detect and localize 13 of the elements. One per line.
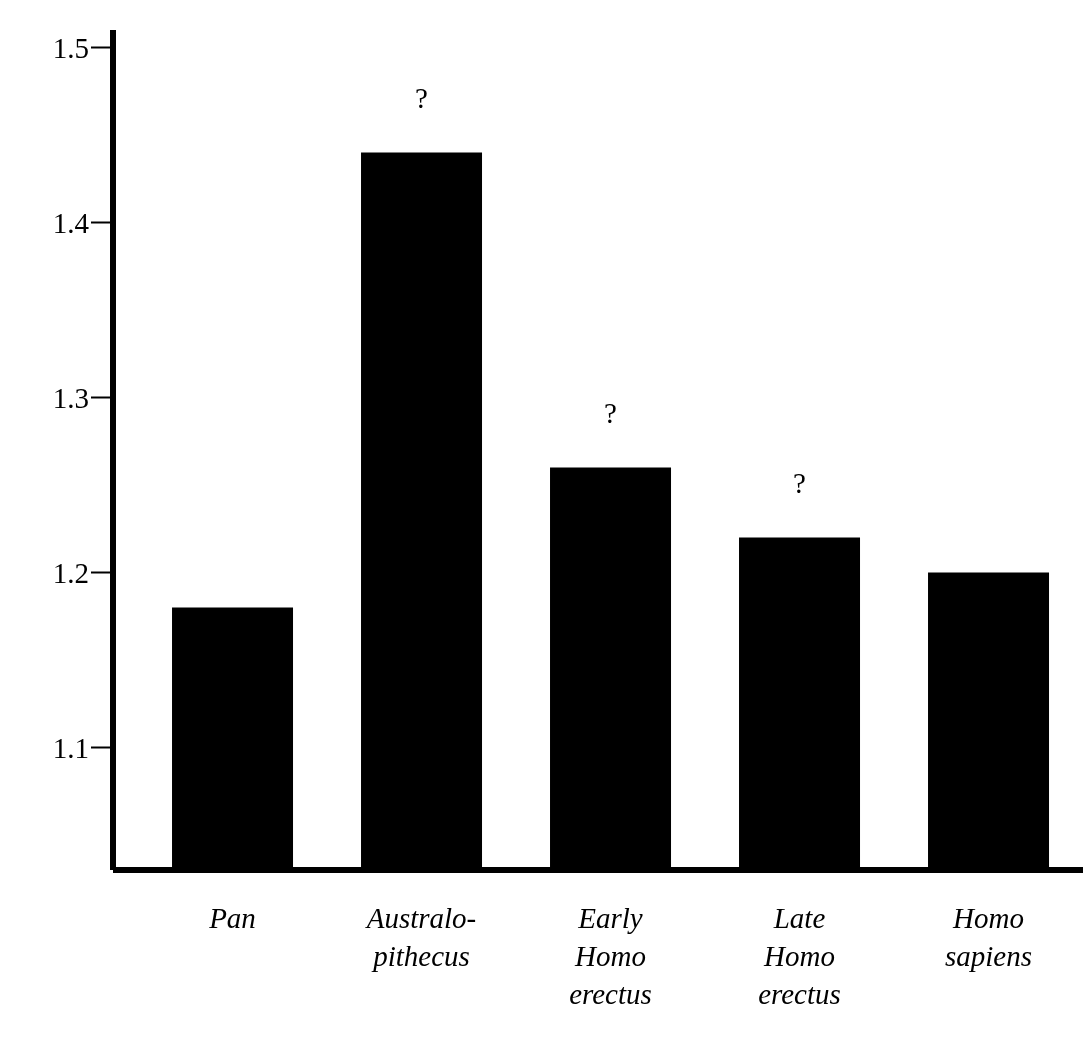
x-tick-label: Australo-pithecus — [364, 902, 477, 972]
annotation: ? — [415, 81, 428, 114]
x-tick-label: Homo sapiens — [945, 902, 1032, 972]
y-tick-label: 1.5 — [52, 31, 89, 64]
x-tick-label: Late Homo erectus — [758, 902, 841, 1010]
x-tick-label: Early Homo erectus — [569, 902, 652, 1010]
annotation: ? — [604, 396, 617, 429]
y-tick-label: 1.3 — [52, 381, 89, 414]
y-tick-label: 1.4 — [52, 206, 90, 239]
annotation: ? — [793, 466, 806, 499]
x-tick-label: Pan — [208, 902, 256, 934]
y-tick-label: 1.1 — [52, 731, 89, 764]
y-tick-label: 1.2 — [52, 556, 89, 589]
